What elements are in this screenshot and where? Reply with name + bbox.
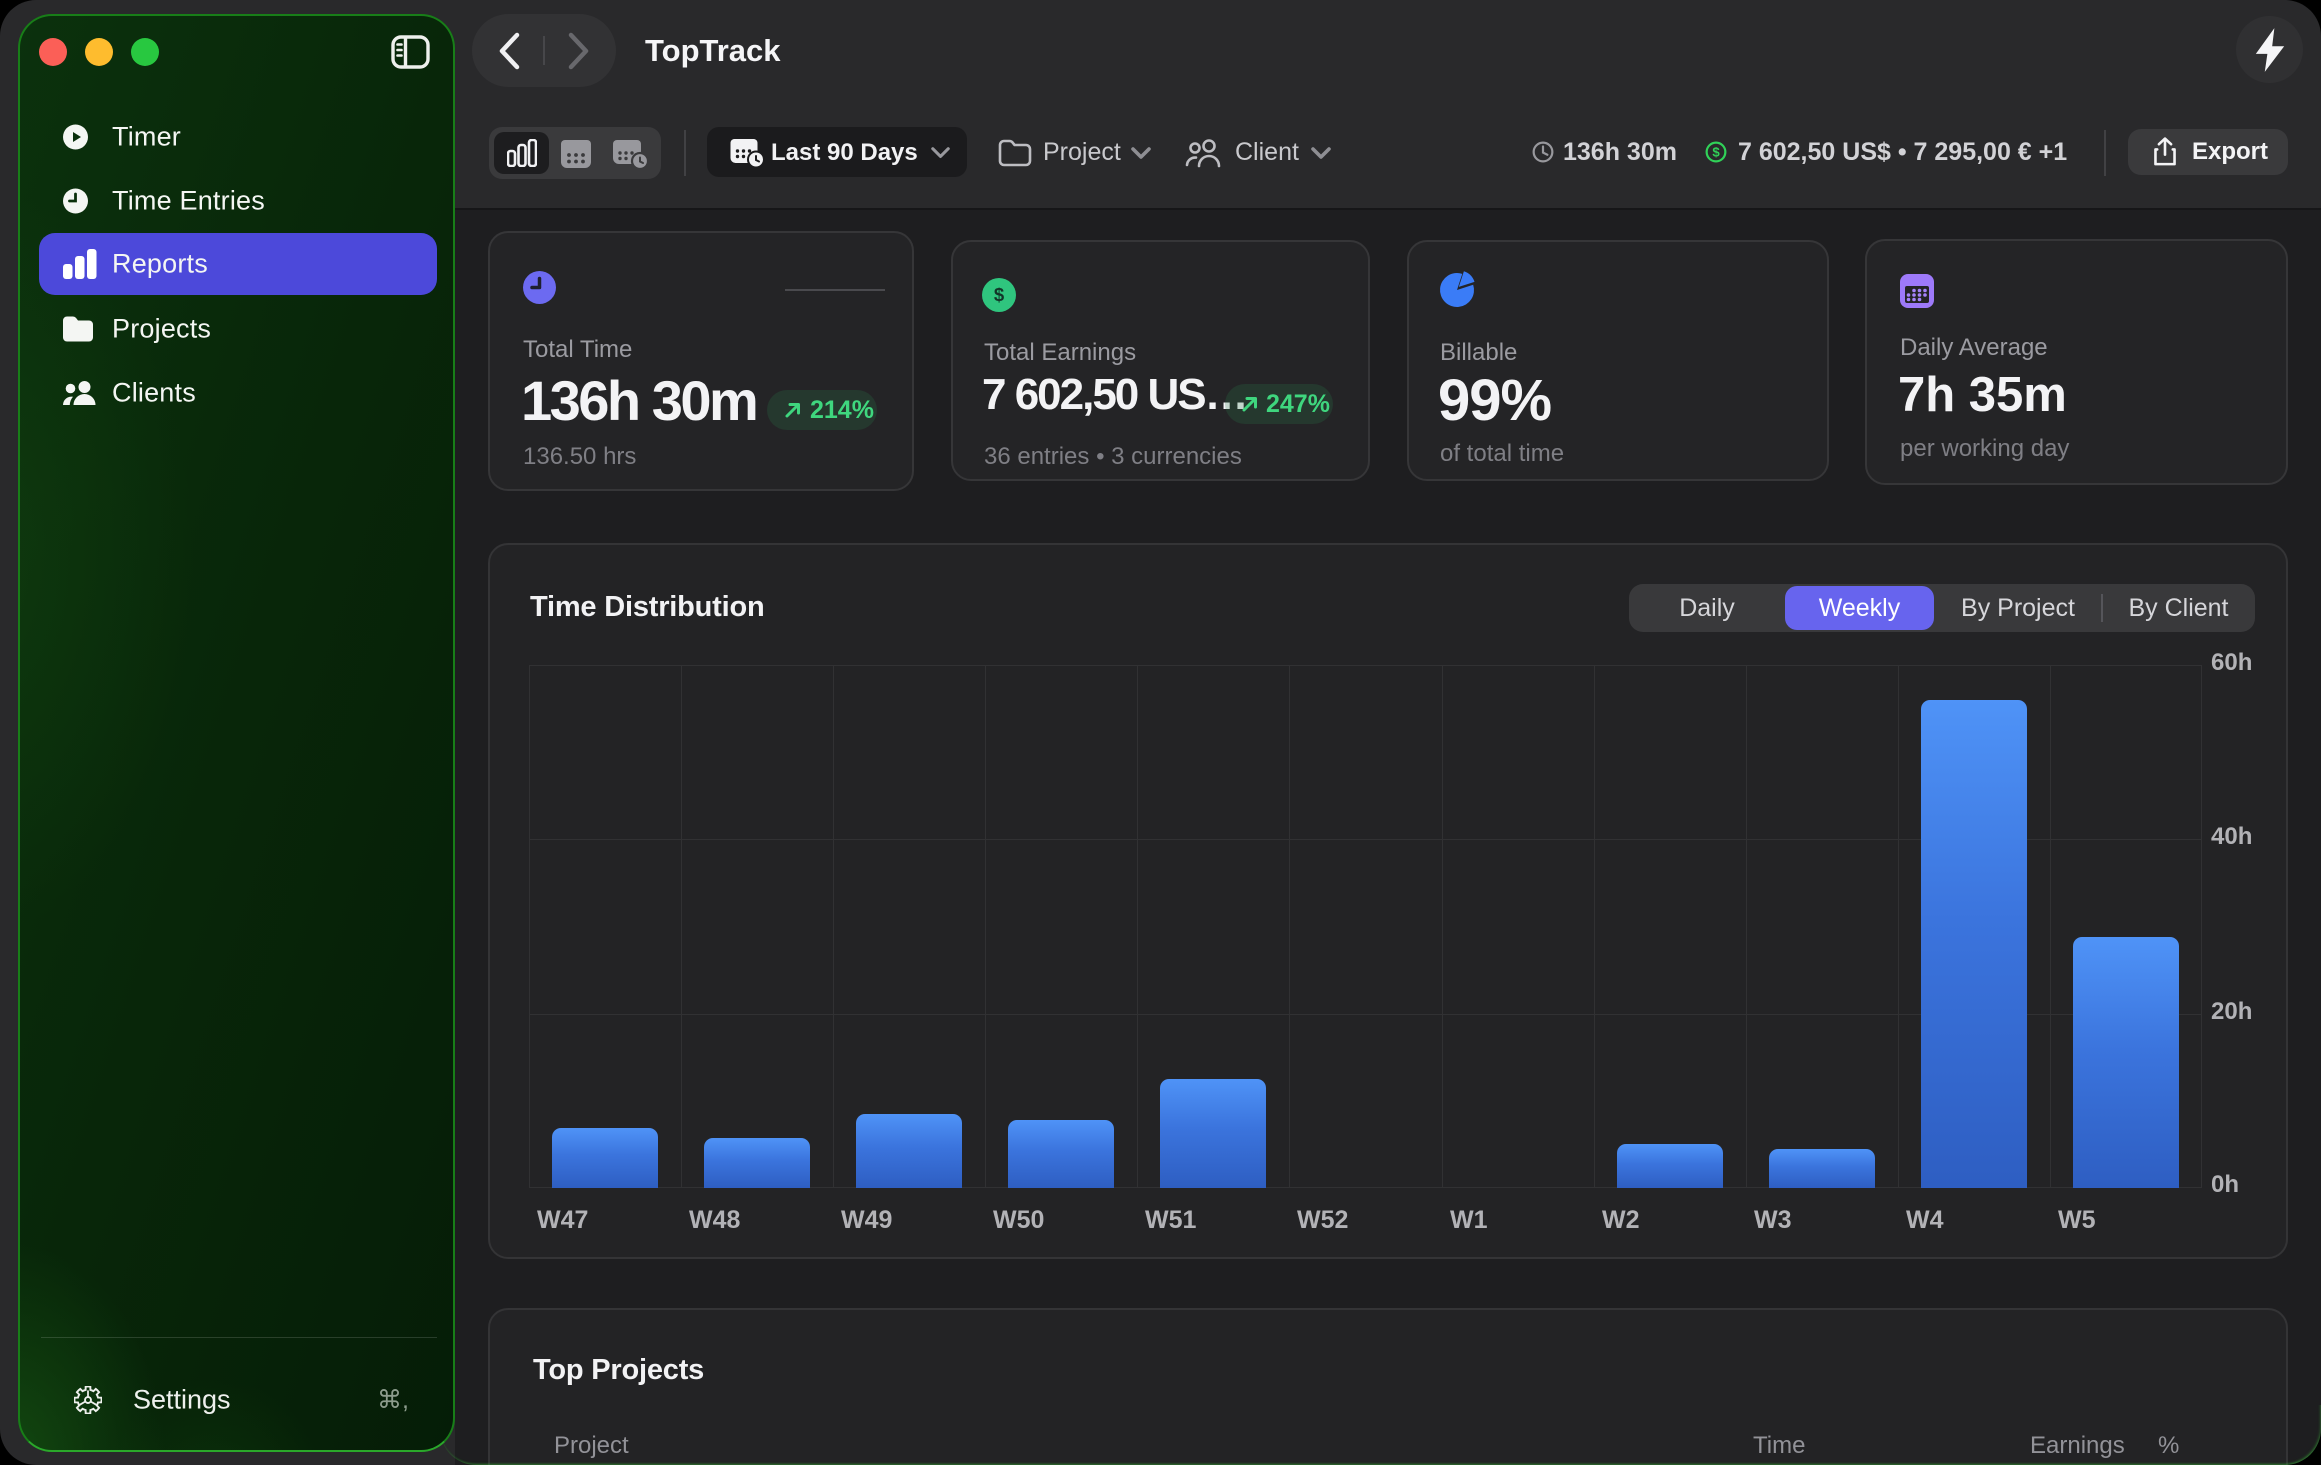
svg-text:$: $ <box>994 284 1005 305</box>
svg-text:$: $ <box>1712 144 1720 159</box>
